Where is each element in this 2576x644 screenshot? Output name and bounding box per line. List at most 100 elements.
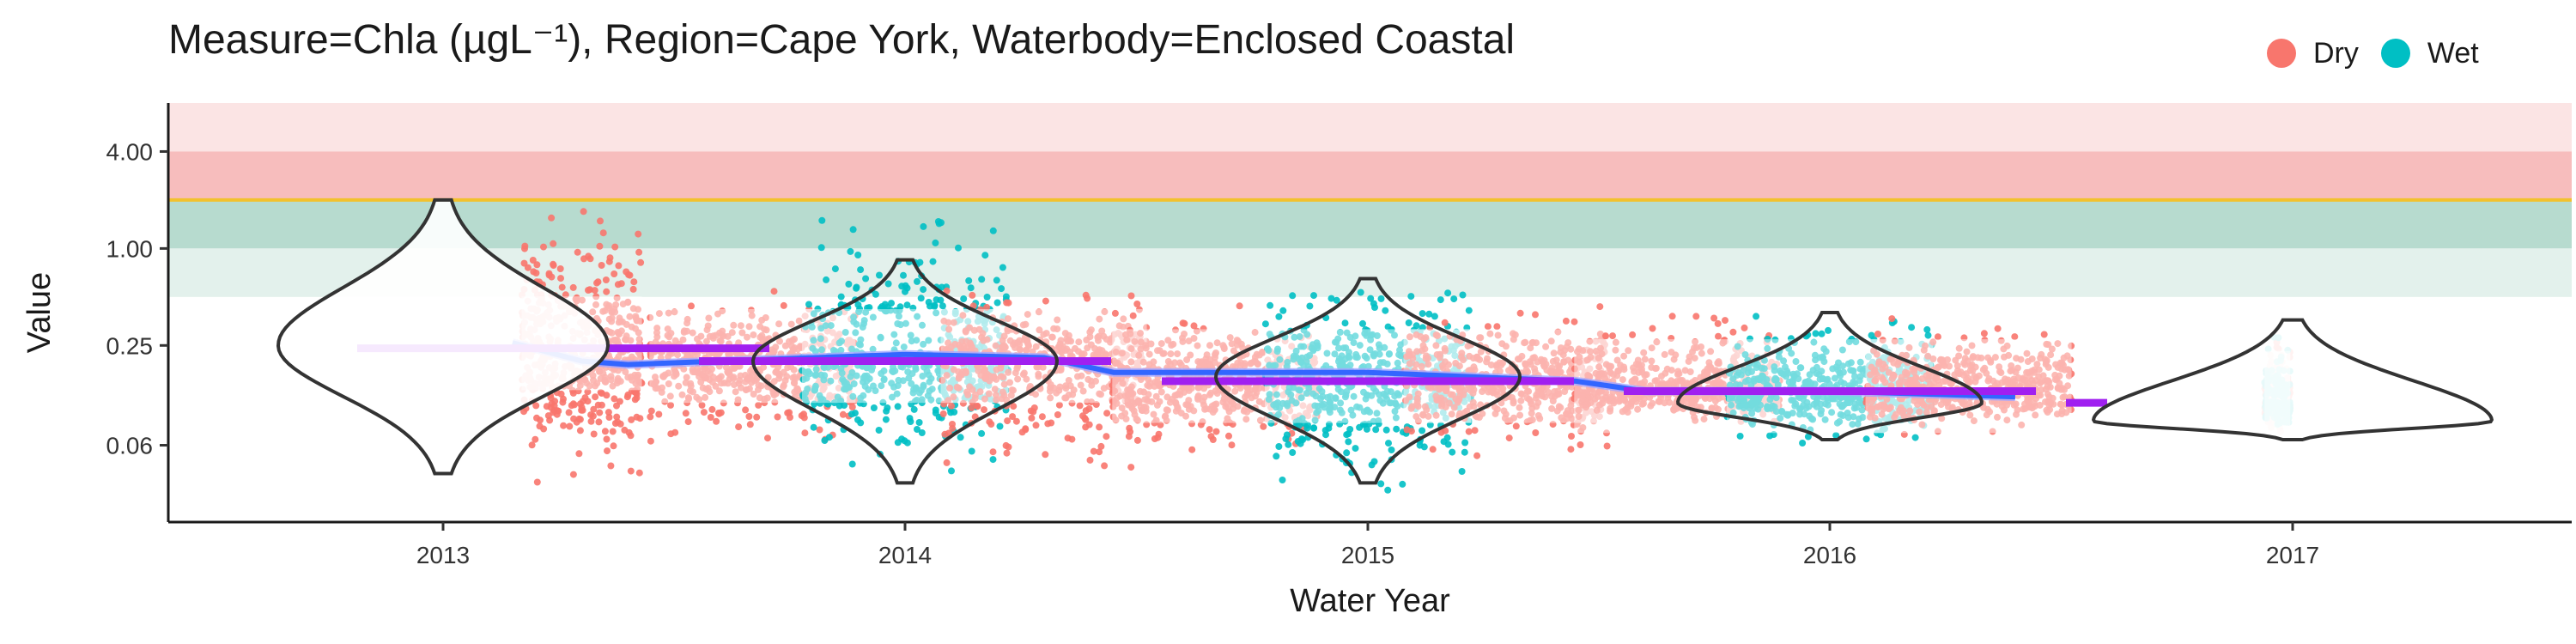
sample-point <box>1377 295 1385 302</box>
sample-point <box>579 296 586 304</box>
sample-point <box>750 391 757 398</box>
sample-point <box>627 337 635 344</box>
sample-point <box>573 297 580 305</box>
sample-point <box>614 374 622 382</box>
sample-point <box>578 404 586 411</box>
sample-point <box>595 418 603 426</box>
sample-point <box>1357 289 1364 296</box>
sample-point <box>580 255 587 263</box>
sample-point <box>556 265 564 272</box>
sample-point <box>1512 422 1520 430</box>
sample-point <box>617 420 624 428</box>
sample-point <box>665 380 672 387</box>
sample-point <box>1440 438 1448 446</box>
sample-point <box>987 421 995 428</box>
sample-point <box>603 435 611 443</box>
sample-point <box>1461 439 1469 447</box>
sample-point <box>1273 453 1280 460</box>
sample-point <box>680 328 688 336</box>
sample-point <box>667 330 675 337</box>
sample-point <box>1352 445 1359 453</box>
legend-item-dry[interactable]: Dry <box>2267 37 2359 70</box>
sample-point <box>616 331 623 338</box>
sample-point <box>1461 448 1468 456</box>
legend-item-wet[interactable]: Wet <box>2380 37 2479 70</box>
sample-point <box>1388 447 1395 453</box>
sample-point <box>906 415 914 422</box>
sample-point <box>955 244 962 252</box>
sample-point <box>800 414 808 422</box>
sample-point <box>532 270 540 276</box>
sample-point <box>520 259 528 267</box>
sample-point <box>876 271 883 279</box>
sample-point <box>1384 486 1392 494</box>
sample-point <box>1054 411 1061 418</box>
sample-point <box>1911 434 1919 441</box>
sample-point <box>817 244 825 252</box>
sample-point <box>635 248 643 256</box>
sample-point <box>1275 443 1283 450</box>
sample-point <box>753 413 761 421</box>
sample-point <box>888 300 895 307</box>
sample-point <box>848 460 856 468</box>
sample-point <box>1127 464 1135 471</box>
sample-point <box>624 299 632 307</box>
legend-label-dry: Dry <box>2313 36 2359 70</box>
sample-point <box>622 336 629 343</box>
sample-point <box>1282 435 1290 442</box>
sample-point <box>801 340 809 348</box>
sample-point <box>730 321 738 329</box>
sample-point <box>1212 428 1220 435</box>
sample-point <box>1516 309 1524 317</box>
sample-point <box>846 398 854 406</box>
sample-point <box>960 295 968 302</box>
sample-point <box>714 310 721 318</box>
sample-point <box>1458 468 1466 475</box>
sample-point <box>612 337 619 343</box>
sample-point <box>682 410 690 417</box>
sample-point <box>902 288 908 295</box>
sample-point <box>1562 317 1570 325</box>
legend-dot-wet <box>2380 39 2410 68</box>
sample-point <box>715 410 723 417</box>
sample-point <box>816 426 823 434</box>
sample-point <box>1812 330 1820 337</box>
sample-point <box>989 227 997 234</box>
sample-point <box>1382 307 1389 314</box>
sample-point <box>1766 432 1774 440</box>
sample-point <box>598 262 605 269</box>
sample-point <box>614 281 622 289</box>
sample-point <box>1005 443 1012 451</box>
sample-point <box>601 307 609 314</box>
sample-point <box>674 351 681 359</box>
sample-point <box>947 409 955 416</box>
sample-point <box>708 365 715 373</box>
sample-point <box>1207 433 1215 440</box>
sample-point <box>1076 402 1084 410</box>
sample-point <box>596 368 603 375</box>
sample-point <box>1260 422 1267 430</box>
sample-point <box>974 402 981 410</box>
sample-point <box>989 456 997 464</box>
sample-point <box>929 258 937 265</box>
sample-point <box>533 478 541 486</box>
sample-point <box>1571 318 1578 325</box>
sample-point <box>1825 326 1832 334</box>
sample-point <box>1090 447 1097 455</box>
sample-point <box>647 413 654 421</box>
sample-point <box>818 216 826 224</box>
sample-point <box>931 302 939 310</box>
sample-point <box>613 413 621 421</box>
sample-point <box>592 393 599 401</box>
sample-point <box>831 265 839 273</box>
sample-point <box>667 430 675 438</box>
sample-point <box>1085 405 1093 412</box>
sample-point <box>605 302 613 309</box>
sample-point <box>604 447 611 455</box>
sample-point <box>1079 412 1086 420</box>
sample-point <box>576 381 584 389</box>
sample-point <box>528 441 536 449</box>
sample-point <box>1862 435 1870 443</box>
sample-point <box>770 288 778 295</box>
sample-point <box>533 261 541 269</box>
